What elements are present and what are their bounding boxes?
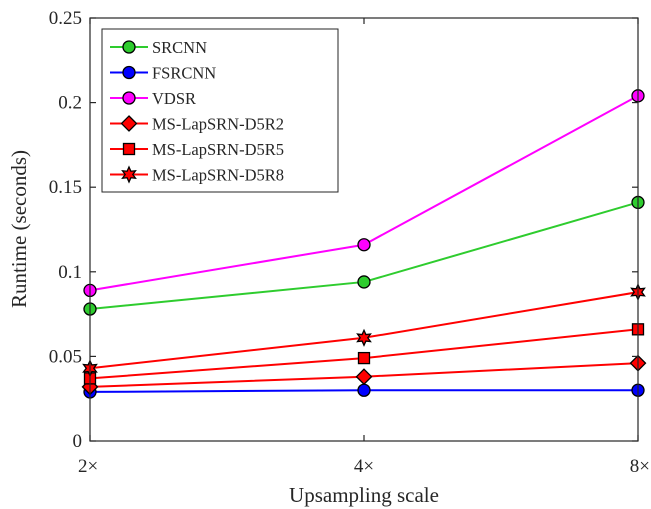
legend-marker-fsrcnn	[122, 65, 136, 80]
data-point-ms-lapsrn-d5r8-2	[356, 328, 372, 347]
y-tick-label: 0.1	[58, 262, 82, 283]
data-point-ms-lapsrn-d5r2-2	[355, 368, 373, 386]
x-axis-title: Upsampling scale	[289, 483, 439, 507]
data-point-srcnn-2	[357, 275, 371, 289]
legend-label-ms-lapsrn-d5r5: MS-LapSRN-D5R5	[152, 140, 284, 159]
data-point-vdsr-2	[357, 238, 371, 252]
y-tick-label: 0.25	[49, 8, 82, 29]
legend-label-ms-lapsrn-d5r8: MS-LapSRN-D5R8	[152, 166, 284, 185]
legend: SRCNN FSRCNN VDSR MS-LapSRN-D5R2 MS-LapSRN-D…	[101, 28, 339, 193]
axes-layer: 0 0.05 0.1 0.15 0.2 0.25 2× 4× 8×	[49, 8, 650, 477]
x-tick-label: 4×	[354, 456, 374, 477]
y-tick-label: 0	[73, 431, 83, 452]
legend-label-srcnn: SRCNN	[152, 38, 207, 57]
legend-marker-ms-lapsrn-d5r8	[121, 165, 137, 184]
y-tick-label: 0.2	[58, 93, 82, 114]
data-point-ms-lapsrn-d5r5-2	[357, 351, 371, 365]
y-tick-label: 0.15	[49, 177, 82, 198]
x-tick-label: 2×	[78, 456, 98, 477]
legend-marker-vdsr	[122, 91, 136, 105]
legend-box	[101, 28, 339, 193]
legend-marker-ms-lapsrn-d5r5	[122, 142, 136, 156]
y-tick-label: 0.05	[49, 346, 82, 367]
y-axis-title: Runtime (seconds)	[7, 150, 31, 308]
data-point-fsrcnn-2	[357, 383, 371, 397]
legend-label-fsrcnn: FSRCNN	[152, 64, 216, 83]
x-tick-label: 8×	[630, 456, 650, 477]
legend-marker-ms-lapsrn-d5r2	[120, 115, 138, 132]
legend-label-vdsr: VDSR	[152, 89, 196, 108]
legend-label-ms-lapsrn-d5r2: MS-LapSRN-D5R2	[152, 115, 284, 134]
legend-marker-srcnn	[122, 40, 136, 54]
